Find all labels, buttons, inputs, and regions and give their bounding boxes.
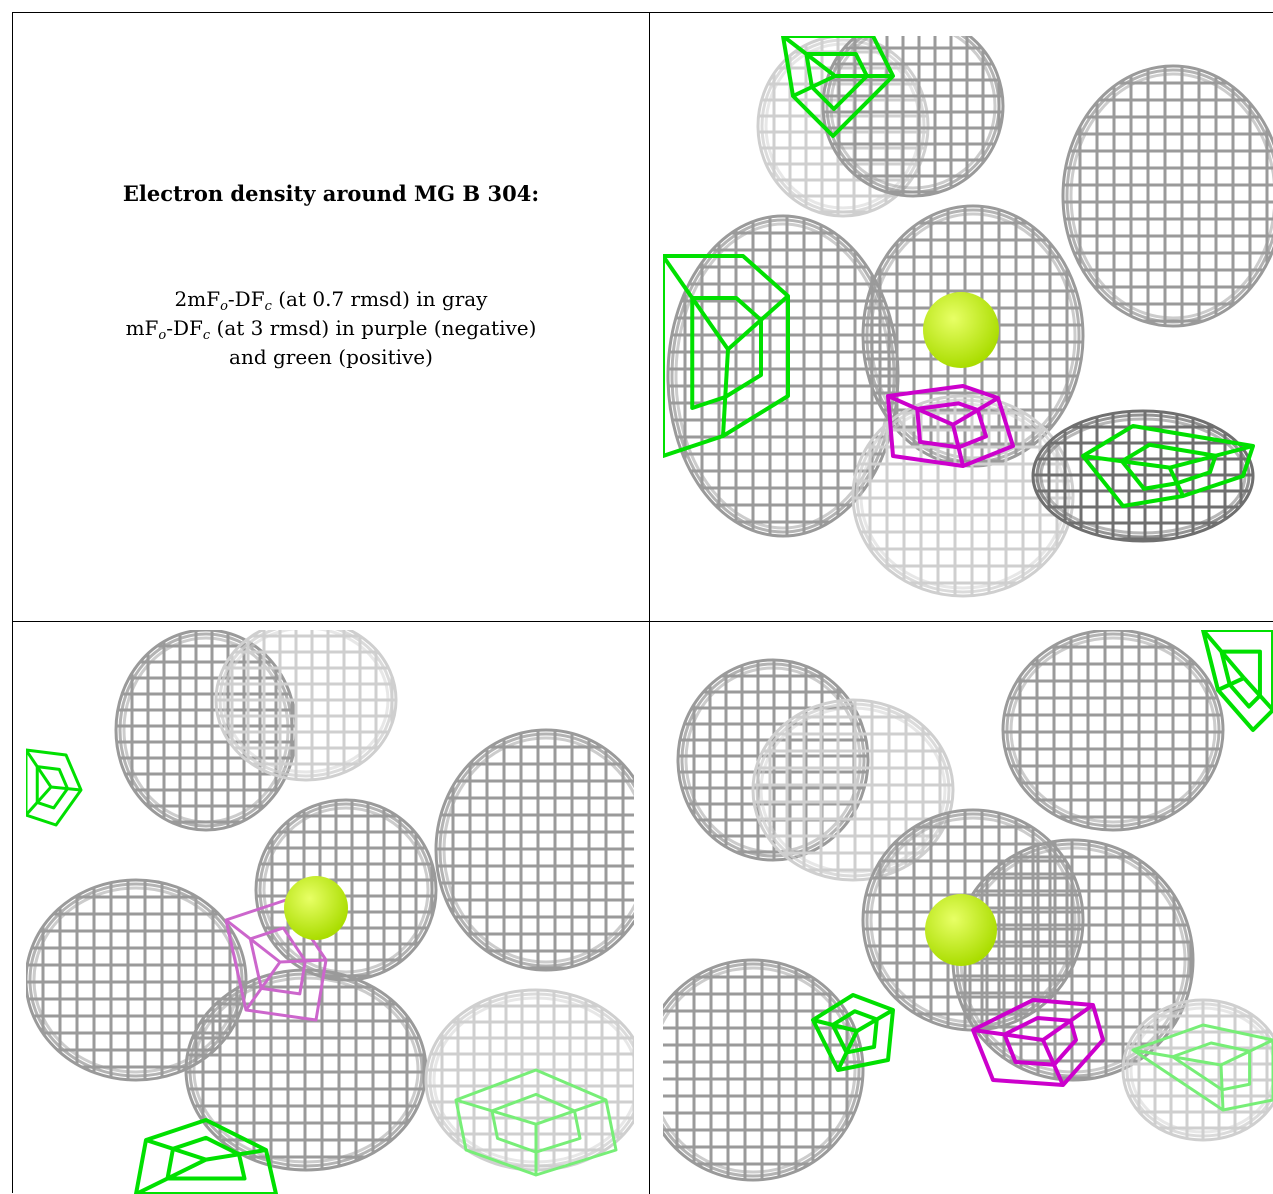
positive-density-cage — [454, 1068, 618, 1177]
density-blob — [1121, 998, 1273, 1142]
positive-density-cage — [134, 1118, 278, 1194]
negative-density-cage — [224, 898, 328, 1022]
caption-title: Electron density around MG B 304: — [122, 181, 540, 206]
density-blob — [114, 630, 298, 832]
density-blob — [434, 728, 634, 972]
density-blob — [663, 958, 865, 1182]
positive-density-cage — [781, 36, 895, 138]
density-blob — [424, 988, 634, 1172]
positive-density-cage — [1201, 630, 1273, 732]
grid-divider-vertical — [649, 12, 650, 1194]
positive-density-cage — [1081, 424, 1255, 508]
legend-line-difference: mFo-DFc (at 3 rmsd) in purple (negative) — [125, 316, 537, 343]
mg-atom-sphere — [923, 292, 999, 368]
legend-line-positive: and green (positive) — [229, 345, 433, 369]
positive-density-cage — [26, 748, 83, 827]
mg-atom-sphere — [284, 876, 348, 940]
density-blob — [666, 214, 900, 538]
density-blob — [1061, 64, 1273, 328]
density-blob — [184, 968, 428, 1172]
density-mesh-render — [663, 630, 1273, 1182]
positive-density-cage — [811, 993, 895, 1072]
view-bottom-right — [663, 630, 1273, 1194]
density-mesh-render — [26, 630, 634, 1194]
caption-legend: 2mFo-DFc (at 0.7 rmsd) in gray mFo-DFc (… — [13, 285, 649, 372]
density-blob — [26, 878, 248, 1082]
grid-divider-horizontal — [12, 621, 1273, 622]
negative-density-cage — [886, 384, 1015, 468]
figure-grid — [12, 12, 1273, 1193]
negative-density-cage — [971, 998, 1105, 1087]
legend-line-gray: 2mFo-DFc (at 0.7 rmsd) in gray — [174, 287, 488, 314]
caption-cell: Electron density around MG B 304: 2mFo-D… — [13, 13, 649, 621]
density-blob — [1001, 630, 1225, 832]
view-bottom-left — [26, 630, 634, 1194]
density-mesh-render — [663, 36, 1273, 598]
positive-density-cage — [1131, 1023, 1273, 1112]
density-blob — [1031, 409, 1255, 543]
view-top-right — [663, 36, 1273, 604]
density-blob — [254, 798, 438, 982]
positive-density-cage — [663, 254, 790, 458]
mg-atom-sphere — [925, 894, 997, 966]
